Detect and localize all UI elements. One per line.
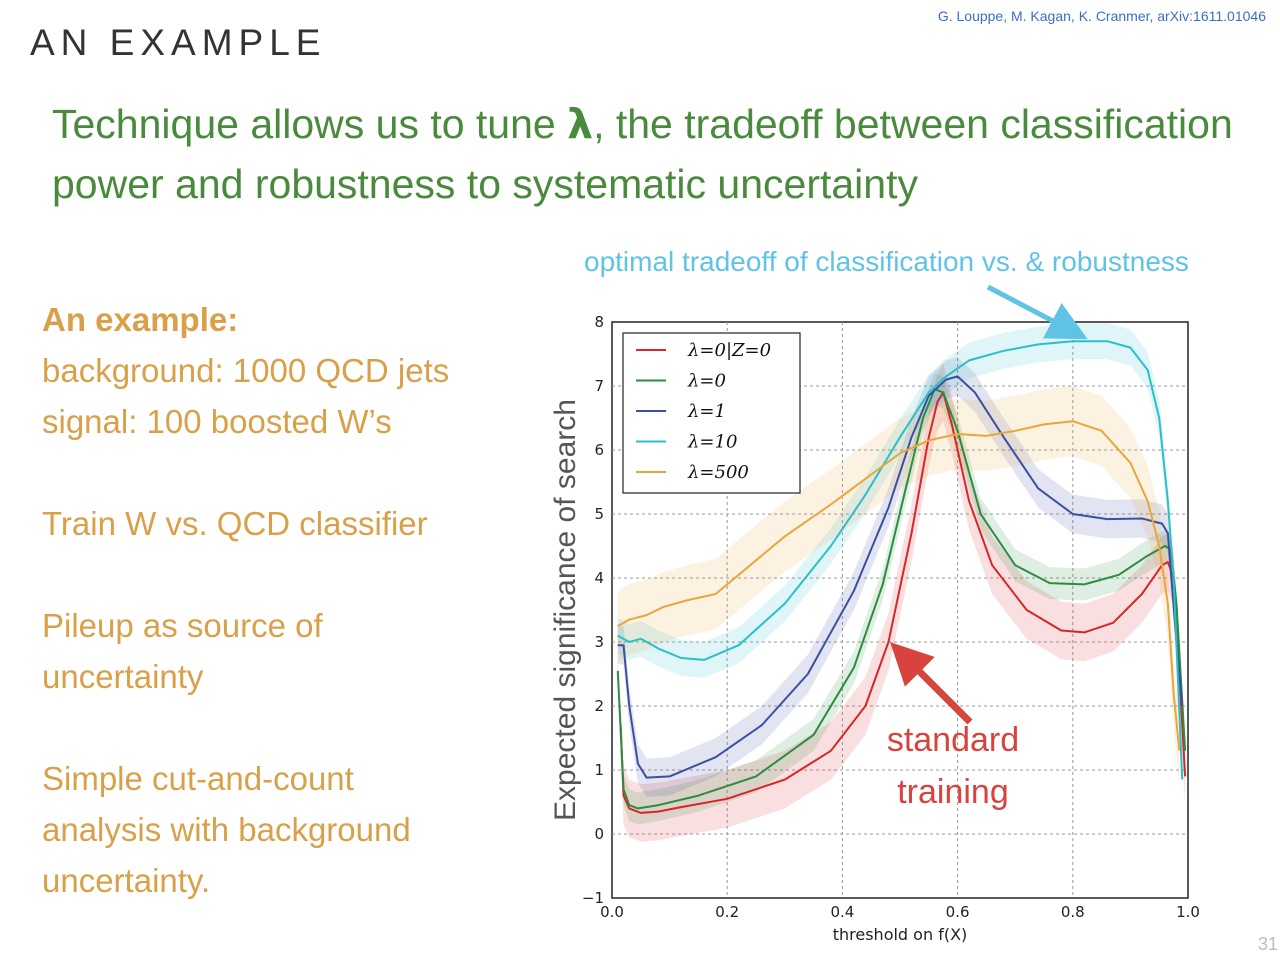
x-axis-label: threshold on f(X) <box>833 925 968 944</box>
y-tick-label: 1 <box>594 761 604 779</box>
y-tick-label: −1 <box>582 889 604 907</box>
headline-part2: , the tradeoff between classification po… <box>52 101 1233 207</box>
x-tick-label: 0.4 <box>830 903 854 921</box>
legend-label: λ=0|Z=0 <box>687 340 771 361</box>
series-line <box>617 420 1181 751</box>
uncertainty-band <box>617 373 1186 825</box>
y-tick-label: 0 <box>594 825 604 843</box>
standard-line2: training <box>897 773 1009 811</box>
left-line-background: background: 1000 QCD jets <box>42 352 450 389</box>
y-tick-label: 5 <box>594 505 604 523</box>
x-tick-label: 0.0 <box>600 903 624 921</box>
x-tick-label: 0.8 <box>1061 903 1085 921</box>
headline-part1: Technique allows us to tune <box>52 101 568 147</box>
x-tick-label: 1.0 <box>1176 903 1200 921</box>
left-line-signal: signal: 100 boosted W’s <box>42 403 392 440</box>
left-line-pileup: Pileup as source of <box>42 607 323 644</box>
standard-training-annotation: standard training <box>858 714 1048 818</box>
citation[interactable]: G. Louppe, M. Kagan, K. Cranmer, arXiv:1… <box>937 8 1266 24</box>
y-tick-label: 3 <box>594 633 604 651</box>
page-number: 31 <box>1257 934 1278 954</box>
left-line-train: Train W vs. QCD classifier <box>42 505 428 542</box>
uncertainty-bands <box>617 323 1186 842</box>
left-heading: An example: <box>42 301 239 338</box>
headline: Technique allows us to tune λ, the trade… <box>52 94 1272 214</box>
y-tick-label: 7 <box>594 377 604 395</box>
y-axis-label: Expected significance of search <box>549 399 582 821</box>
legend-label: λ=0 <box>687 371 726 392</box>
standard-line1: standard <box>886 721 1020 759</box>
y-tick-label: 2 <box>594 697 604 715</box>
y-tick-label: 6 <box>594 441 604 459</box>
series-lines <box>616 340 1187 814</box>
left-line-cut: Simple cut-and-count <box>42 760 354 797</box>
legend-label: λ=1 <box>687 401 726 422</box>
legend-label: λ=500 <box>687 462 749 483</box>
slide-title: AN EXAMPLE <box>30 22 327 63</box>
uncertainty-band <box>617 386 1180 786</box>
headline-lambda: λ <box>567 100 594 148</box>
uncertainty-band <box>620 363 1186 842</box>
y-tick-label: 8 <box>594 313 604 331</box>
left-line-bkg: uncertainty. <box>42 862 211 899</box>
standard-arrow <box>890 642 973 725</box>
left-panel: An example: background: 1000 QCD jets si… <box>42 294 522 906</box>
legend-box <box>622 332 801 494</box>
legend-label: λ=10 <box>687 432 737 453</box>
series-line <box>617 375 1184 779</box>
x-tick-label: 0.6 <box>946 903 970 921</box>
tradeoff-arrow <box>986 284 1088 340</box>
left-line-analysis: analysis with background <box>42 811 411 848</box>
y-tick-label: 4 <box>594 569 604 587</box>
series-line <box>619 391 1187 814</box>
ticks: 0.0 0.2 0.4 0.6 0.8 1.0 −1 0 1 2 3 4 5 6 7 8 <box>582 313 1200 921</box>
x-tick-label: 0.2 <box>715 903 739 921</box>
legend: λ=0|Z=0 λ=0 λ=1 λ=10 λ=500 <box>622 332 801 494</box>
left-line-uncertainty: uncertainty <box>42 658 204 695</box>
tradeoff-annotation: optimal tradeoff of classification vs. &… <box>584 246 1189 277</box>
series-line <box>617 340 1184 780</box>
